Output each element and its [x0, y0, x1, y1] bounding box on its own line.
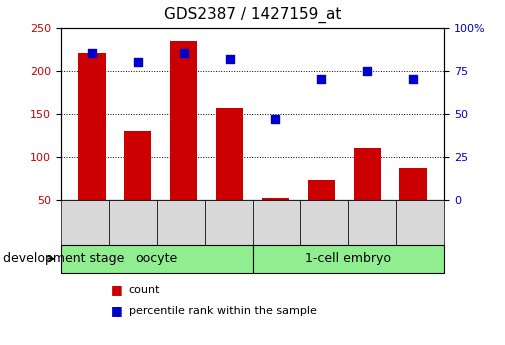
Point — [134, 59, 142, 65]
Text: 1-cell embryo: 1-cell embryo — [306, 252, 391, 265]
Point — [226, 56, 234, 61]
Bar — [216, 108, 243, 200]
Point — [317, 77, 325, 82]
Point — [271, 116, 279, 122]
Bar — [308, 180, 335, 200]
Text: ■: ■ — [111, 283, 123, 296]
Point — [88, 51, 96, 56]
Bar — [399, 168, 427, 200]
Bar — [124, 131, 152, 200]
Bar — [354, 148, 381, 200]
Title: GDS2387 / 1427159_at: GDS2387 / 1427159_at — [164, 7, 341, 23]
Text: count: count — [129, 285, 160, 295]
Text: ■: ■ — [111, 304, 123, 317]
Point — [409, 77, 417, 82]
Text: development stage: development stage — [3, 252, 124, 265]
Text: oocyte: oocyte — [135, 252, 178, 265]
Bar — [78, 53, 106, 200]
Bar — [262, 197, 289, 200]
Point — [180, 51, 188, 56]
Point — [363, 68, 371, 73]
Text: percentile rank within the sample: percentile rank within the sample — [129, 306, 317, 315]
Bar — [170, 40, 197, 200]
